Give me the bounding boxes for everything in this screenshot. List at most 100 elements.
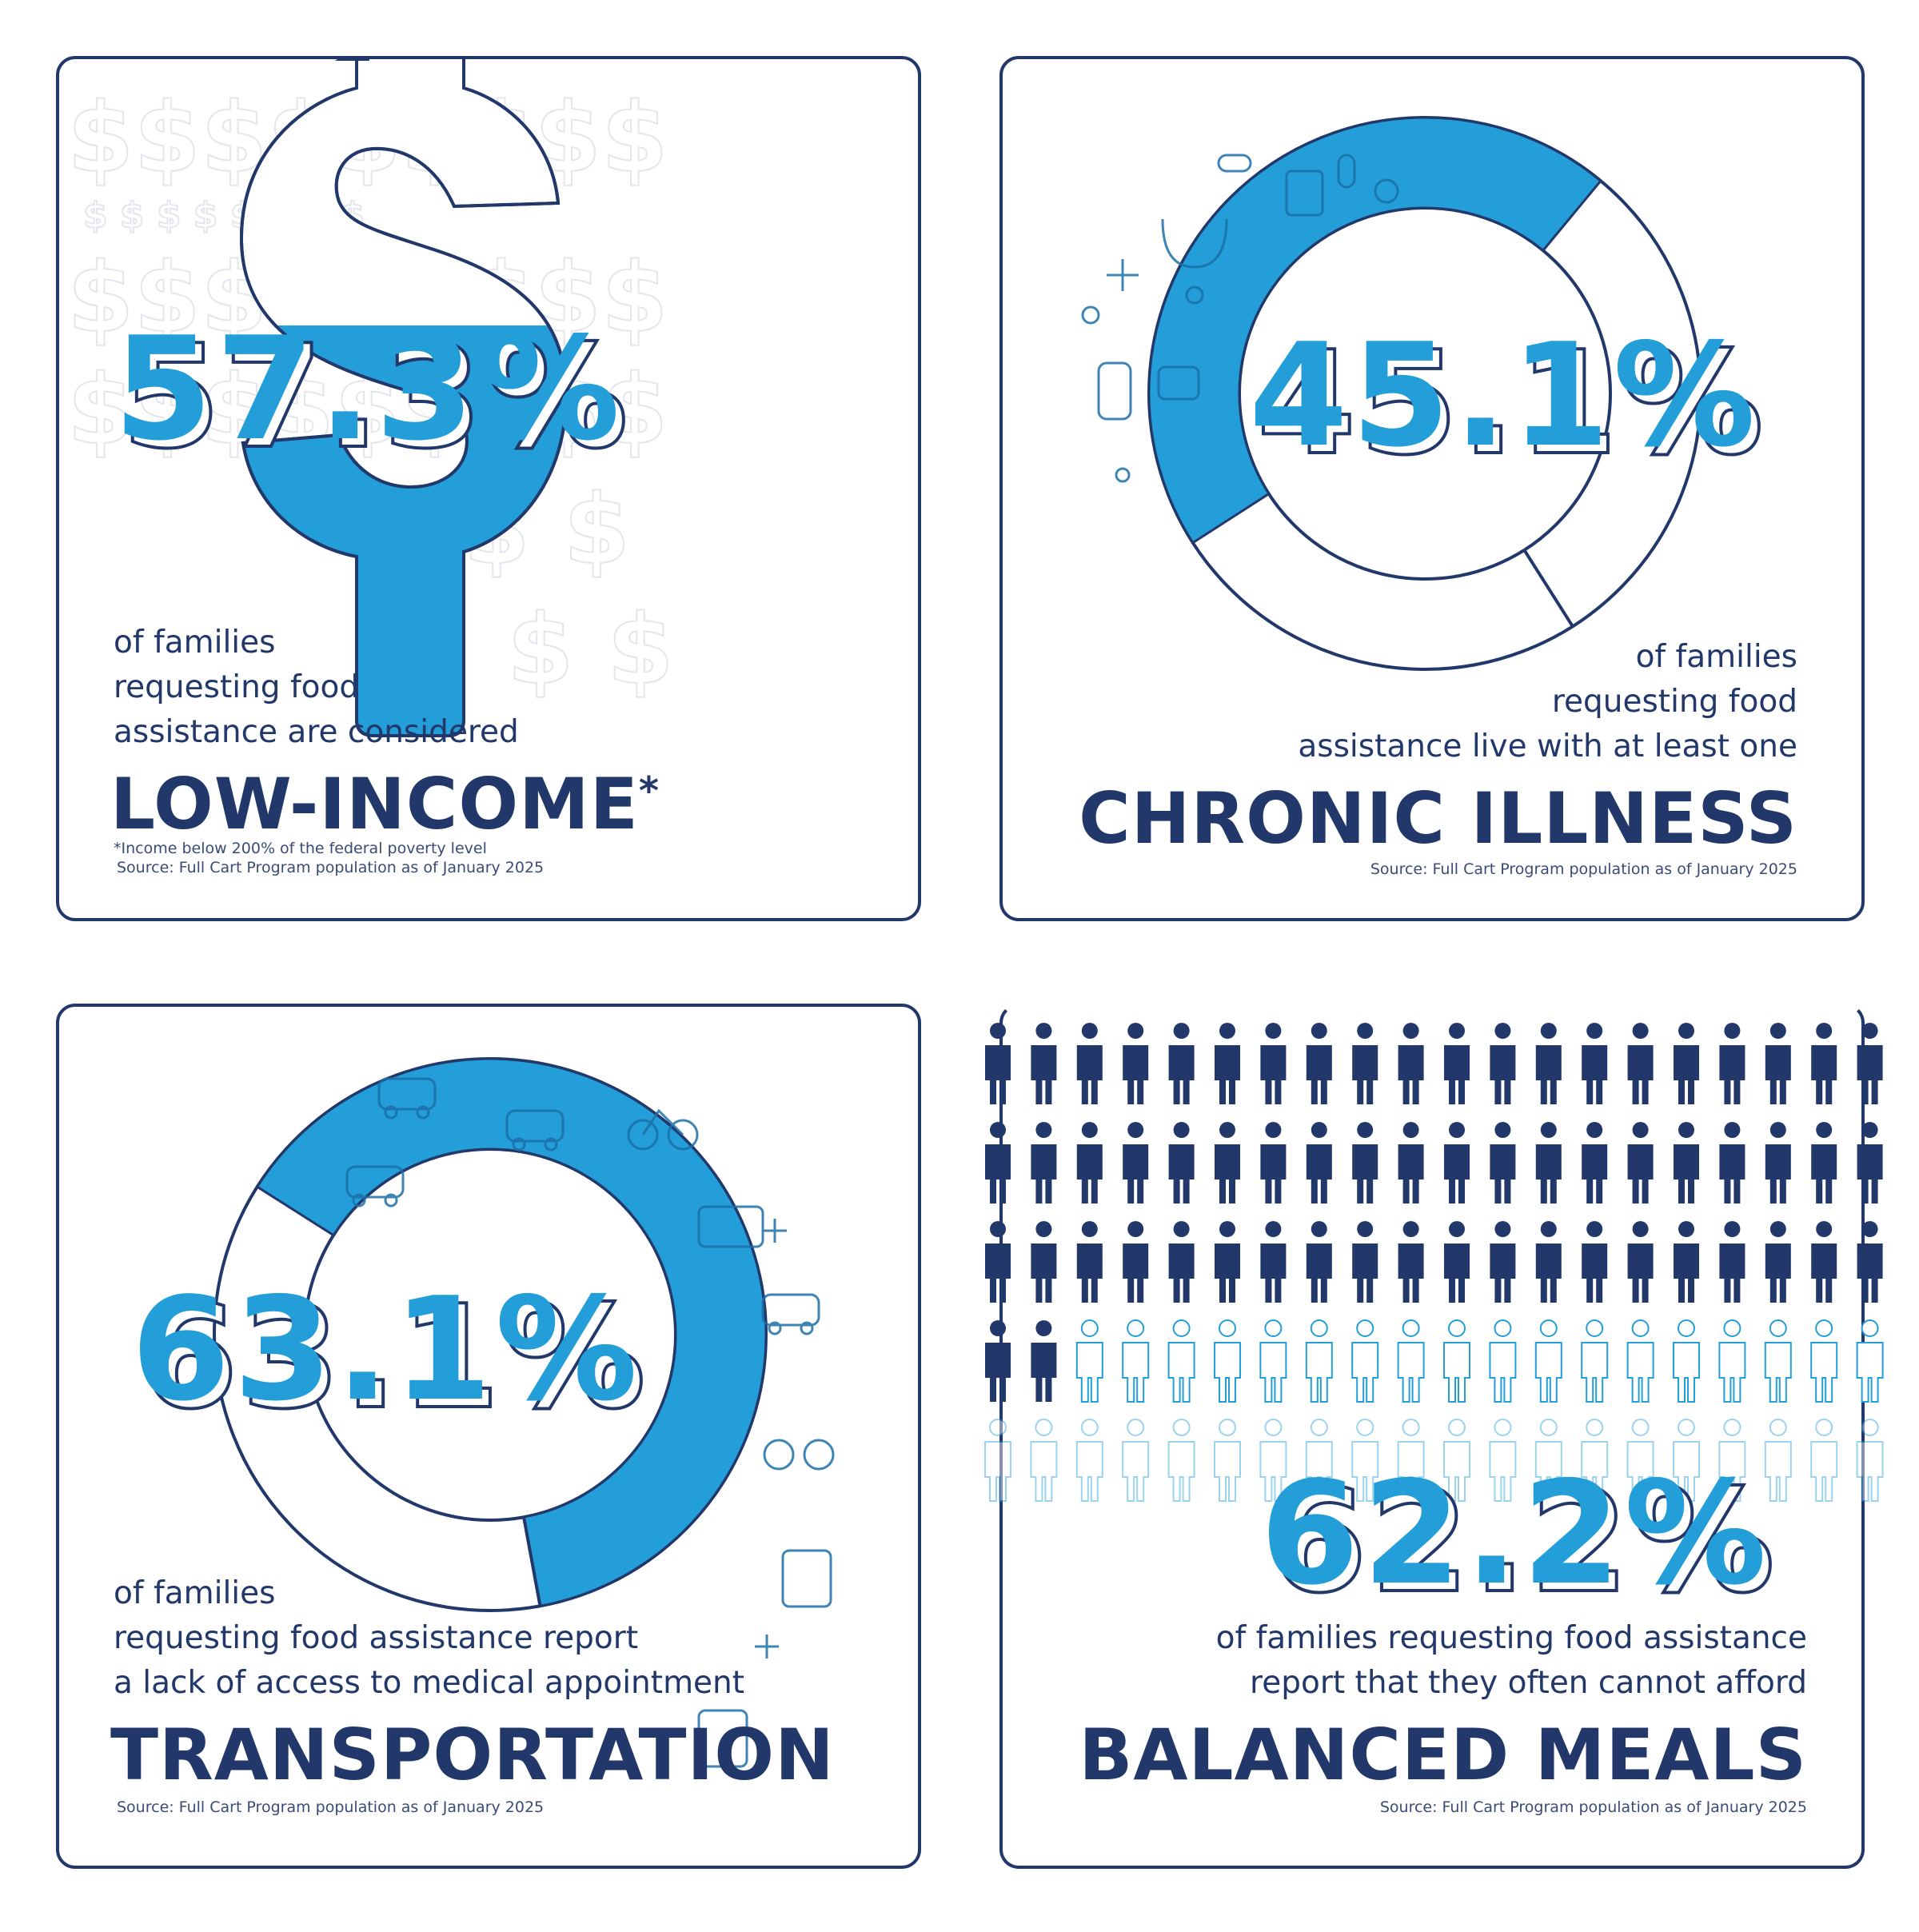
- headline: LOW-INCOME*: [110, 763, 660, 845]
- person-icon: [1627, 1023, 1654, 1104]
- person-icon: [985, 1023, 1011, 1104]
- stat-value-svg: 63.1% 63.1%: [131, 1267, 649, 1442]
- person-icon: [1306, 1023, 1332, 1104]
- person-icon: [1397, 1319, 1425, 1403]
- source-note: Source: Full Cart Program population as …: [1379, 1798, 1807, 1816]
- person-icon: [1122, 1319, 1150, 1403]
- stat-value-svg: 62.2% 62.2%: [1260, 1451, 1778, 1626]
- description-line: of families: [114, 625, 276, 661]
- person-icon: [984, 1419, 1011, 1502]
- stat-value-shadow: 63.1%: [139, 1275, 649, 1440]
- person-icon: [1719, 1221, 1745, 1303]
- headline: BALANCED MEALS: [1079, 1714, 1807, 1796]
- description-line: of families: [1635, 639, 1797, 675]
- person-icon: [1398, 1221, 1424, 1303]
- person-icon: [1444, 1122, 1470, 1204]
- person-icon: [1167, 1419, 1195, 1502]
- description-line: requesting food: [114, 669, 360, 705]
- person-icon: [1718, 1419, 1746, 1502]
- stat-value-shadow: 62.2%: [1268, 1459, 1778, 1624]
- person-icon: [1351, 1419, 1379, 1502]
- person-icon: [1810, 1419, 1838, 1502]
- person-icon: [1856, 1319, 1884, 1403]
- person-icon: [985, 1320, 1011, 1402]
- person-icon: [1582, 1221, 1608, 1303]
- person-icon: [1352, 1221, 1378, 1303]
- person-icon: [1856, 1419, 1884, 1502]
- person-icon: [1397, 1419, 1425, 1502]
- person-icon: [1306, 1221, 1332, 1303]
- person-icon: [1581, 1419, 1609, 1502]
- source-note: Source: Full Cart Program population as …: [1370, 860, 1797, 878]
- person-icon: [1031, 1023, 1057, 1104]
- description-line: requesting food assistance report: [114, 1620, 639, 1656]
- person-icon: [1535, 1122, 1562, 1204]
- source-note: Source: Full Cart Program population as …: [117, 859, 545, 876]
- person-icon: [985, 1221, 1011, 1303]
- person-icon: [1167, 1319, 1195, 1403]
- person-icon: [1489, 1419, 1517, 1502]
- person-icon: [1627, 1122, 1654, 1204]
- person-icon: [1673, 1319, 1700, 1403]
- person-icon: [1857, 1122, 1883, 1204]
- person-icon: [1626, 1419, 1654, 1502]
- person-icon: [1351, 1319, 1379, 1403]
- person-icon: [1857, 1023, 1883, 1104]
- description-line: assistance live with at least one: [1298, 728, 1797, 764]
- stat-value: 62.2%: [1260, 1451, 1770, 1616]
- person-icon: [1534, 1419, 1562, 1502]
- person-icon: [1305, 1419, 1333, 1502]
- person-icon: [1582, 1122, 1608, 1204]
- person-icon: [1306, 1122, 1332, 1204]
- person-icon: [1398, 1122, 1424, 1204]
- headline-text: LOW-INCOME: [110, 763, 639, 845]
- person-icon: [1490, 1122, 1516, 1204]
- person-icon: [1031, 1221, 1057, 1303]
- headline: CHRONIC ILLNESS: [1079, 777, 1797, 860]
- person-icon: [985, 1122, 1011, 1204]
- footnote: *Income below 200% of the federal povert…: [114, 840, 487, 857]
- person-icon: [1490, 1221, 1516, 1303]
- stat-value-svg: 57.3% 57.3%: [114, 306, 630, 481]
- person-icon: [1627, 1221, 1654, 1303]
- person-icon: [1076, 1221, 1103, 1303]
- person-icon: [1215, 1221, 1240, 1303]
- person-icon: [1075, 1319, 1103, 1403]
- person-icon: [1260, 1023, 1287, 1104]
- card-low-income: $$$$$$$$$ $ $ $ $ $ $ $ $ $$$$$$$$$ $$$$…: [56, 56, 921, 921]
- person-icon: [1305, 1319, 1333, 1403]
- person-icon: [1811, 1221, 1837, 1303]
- person-icon: [1076, 1023, 1103, 1104]
- person-icon: [1719, 1122, 1745, 1204]
- description-line: of families requesting food assistance: [1215, 1620, 1807, 1656]
- description-line: of families: [114, 1575, 276, 1611]
- person-icon: [1260, 1122, 1287, 1204]
- description-line: requesting food: [1551, 684, 1797, 720]
- person-icon: [1076, 1122, 1103, 1204]
- vehicle-ring-icon: [213, 1057, 835, 1768]
- person-icon: [1674, 1221, 1699, 1303]
- stat-value-svg: 45.1% 45.1%: [1249, 313, 1767, 488]
- person-icon: [1674, 1023, 1699, 1104]
- description-line: report that they often cannot afford: [1250, 1665, 1807, 1701]
- person-icon: [1811, 1122, 1837, 1204]
- description-line: assistance are considered: [114, 714, 519, 750]
- person-icon: [1260, 1221, 1287, 1303]
- person-icon: [1168, 1023, 1195, 1104]
- person-icon: [1582, 1023, 1608, 1104]
- person-icon: [1215, 1122, 1240, 1204]
- person-icon: [1490, 1023, 1516, 1104]
- person-icon: [1123, 1122, 1149, 1204]
- person-icon: [1857, 1221, 1883, 1303]
- svg-text:$ $: $ $: [507, 595, 674, 706]
- stat-value-shadow: 45.1%: [1257, 321, 1767, 486]
- headline: TRANSPORTATION: [110, 1714, 835, 1796]
- person-icon: [1581, 1319, 1609, 1403]
- person-icon: [1215, 1023, 1240, 1104]
- person-icon: [1534, 1319, 1562, 1403]
- source-note: Source: Full Cart Program population as …: [117, 1798, 545, 1816]
- person-icon: [1168, 1122, 1195, 1204]
- person-icon: [1031, 1320, 1057, 1402]
- person-icon: [1259, 1419, 1287, 1502]
- person-icon: [1123, 1221, 1149, 1303]
